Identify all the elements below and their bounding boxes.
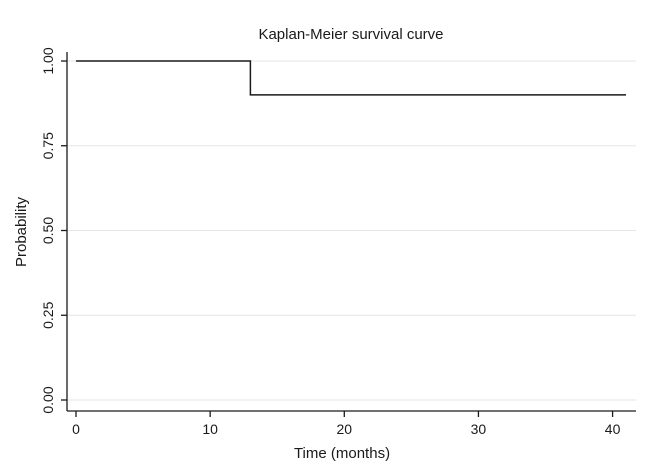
chart-title: Kaplan-Meier survival curve	[258, 26, 443, 43]
x-axis-ticks: 0 10 20 30 40	[72, 411, 621, 437]
y-tick-label: 0.00	[40, 386, 56, 413]
grid-lines	[67, 60, 636, 401]
y-tick-label: 0.75	[40, 132, 56, 159]
y-axis-ticks: 0.00 0.25 0.50 0.75 1.00	[40, 47, 67, 414]
x-tick-label: 40	[605, 421, 621, 437]
x-tick-label: 0	[72, 421, 80, 437]
survival-curve-line	[76, 60, 626, 96]
y-tick-label: 1.00	[40, 47, 56, 74]
x-tick-label: 20	[337, 421, 353, 437]
y-tick-label: 0.25	[40, 301, 56, 328]
y-axis-label: Probability	[13, 196, 30, 267]
x-tick-label: 30	[471, 421, 487, 437]
y-tick-label: 0.50	[40, 217, 56, 244]
x-axis-label: Time (months)	[294, 445, 390, 462]
x-tick-label: 10	[202, 421, 218, 437]
